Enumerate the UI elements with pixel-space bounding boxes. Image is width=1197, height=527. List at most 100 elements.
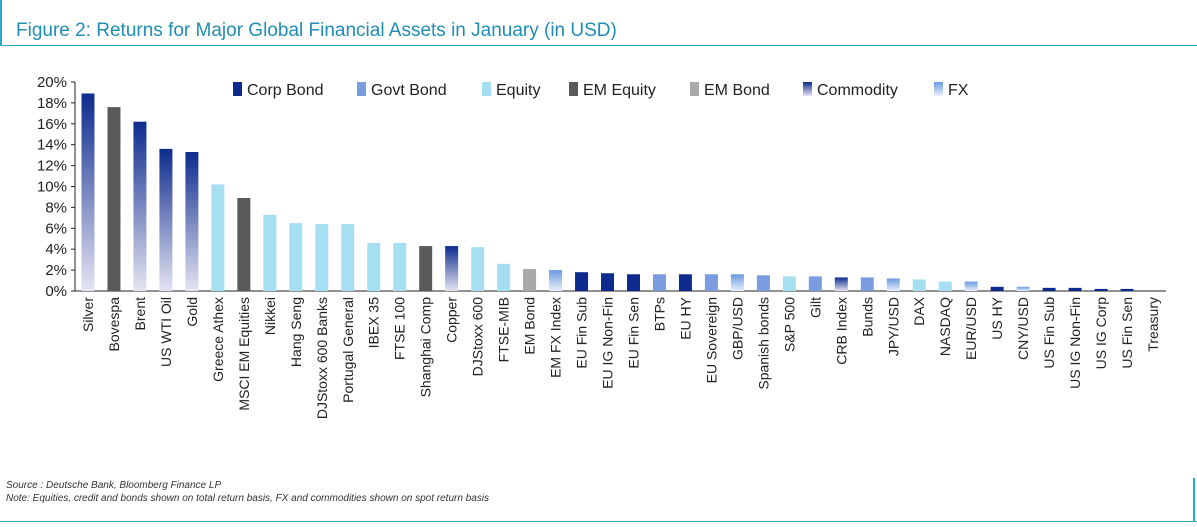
bar-eu-fin-sub	[575, 272, 589, 291]
bar-eu-fin-sen	[626, 274, 640, 291]
bars	[81, 93, 1134, 292]
legend-label-equity: Equity	[496, 82, 540, 99]
x-category-label: BTPs	[651, 297, 667, 331]
x-category-label: Spanish bonds	[755, 297, 771, 390]
bar-cny-usd	[1016, 286, 1030, 291]
x-category-label: EU Sovereign	[703, 297, 719, 383]
bar-msci-em-equities	[237, 197, 251, 291]
bar-chart: 0% 2% 4% 6% 8% 10% 12% 14% 16% 18% 20% Silver Boves…	[37, 74, 1166, 419]
bar-em-bond	[523, 269, 537, 291]
bar-crb-index	[834, 277, 848, 291]
x-category-label: US WTI Oil	[158, 297, 174, 367]
category-labels: Silver Bovespa Brent US WTI Oil Gold Greece A…	[80, 296, 1161, 419]
bar-hang-seng	[289, 223, 303, 291]
x-category-label: EU HY	[677, 296, 693, 339]
x-category-label: NASDAQ	[937, 297, 953, 356]
legend-label-fx: FX	[948, 82, 969, 99]
x-category-label: MSCI EM Equities	[236, 297, 252, 411]
bar-spanish-bonds	[756, 275, 770, 291]
bar-nasdaq	[938, 281, 952, 291]
bar-gilt	[808, 276, 822, 291]
y-tick-label: 16%	[37, 116, 67, 133]
x-category-label: Greece Athex	[210, 297, 226, 382]
legend-swatch-fx	[934, 82, 943, 96]
bar-eu-sovereign	[704, 274, 718, 291]
x-category-label: Gold	[184, 297, 200, 327]
x-category-label: FTSE 100	[392, 297, 408, 360]
frame-right-edge	[1193, 478, 1195, 522]
x-category-label: EUR/USD	[963, 297, 979, 360]
bar-gold	[185, 152, 199, 291]
x-category-label: US Fin Sub	[1041, 297, 1057, 369]
x-category-label: Silver	[80, 297, 96, 332]
y-tick-label: 20%	[37, 74, 67, 91]
source-text: Source : Deutsche Bank, Bloomberg Financ…	[6, 480, 222, 491]
y-tick-label: 8%	[45, 199, 67, 216]
bar-us-hy	[990, 286, 1004, 291]
legend-swatch-equity	[482, 82, 491, 96]
bar-djstoxx-600	[471, 247, 485, 291]
x-category-label: Brent	[132, 297, 148, 331]
bar-ftse-mib	[497, 263, 511, 291]
x-category-label: Nikkei	[262, 297, 278, 335]
x-category-label: Bovespa	[106, 297, 122, 352]
bar-bovespa	[107, 107, 121, 291]
legend-label-govt-bond: Govt Bond	[371, 82, 447, 99]
legend-swatch-em-bond	[690, 82, 699, 96]
legend-label-corp-bond: Corp Bond	[247, 82, 324, 99]
footer-rule	[0, 521, 1197, 522]
bar-portugal-general	[341, 224, 355, 291]
y-tick-label: 14%	[37, 137, 67, 154]
x-category-label: EM Bond	[522, 297, 538, 355]
bar-s-p-500	[782, 276, 796, 291]
x-category-label: US Fin Sen	[1119, 297, 1135, 369]
legend-swatch-em-equity	[569, 82, 578, 96]
bar-copper	[445, 246, 459, 291]
x-category-label: EM FX Index	[548, 297, 564, 378]
x-category-label: EU IG Non-Fin	[600, 297, 616, 389]
bar-brent	[133, 121, 147, 292]
x-category-label: DAX	[911, 296, 927, 325]
x-category-label: GBP/USD	[729, 297, 745, 360]
x-category-label: CNY/USD	[1015, 297, 1031, 360]
bar-bunds	[860, 277, 874, 291]
y-tick-label: 6%	[45, 220, 67, 237]
x-category-label: S&P 500	[781, 297, 797, 352]
x-category-label: CRB Index	[833, 297, 849, 365]
x-category-label: US HY	[989, 296, 1005, 339]
bar-jpy-usd	[886, 278, 900, 291]
bar-em-fx-index	[549, 270, 563, 291]
x-category-label: Bunds	[859, 297, 875, 337]
x-category-label: Portugal General	[340, 297, 356, 403]
bar-shanghai-comp	[419, 246, 433, 291]
x-category-label: US IG Non-Fin	[1067, 297, 1083, 389]
bar-dax	[912, 279, 926, 291]
bar-us-ig-non-fin	[1068, 287, 1082, 291]
bar-djstoxx-600-banks	[315, 224, 329, 291]
x-category-label: DJStoxx 600 Banks	[314, 297, 330, 419]
legend-label-em-equity: EM Equity	[583, 82, 656, 99]
chart-title: Figure 2: Returns for Major Global Finan…	[16, 20, 617, 41]
legend-label-em-bond: EM Bond	[704, 82, 770, 99]
bar-silver	[81, 93, 95, 292]
y-tick-label: 10%	[37, 179, 67, 196]
bar-eu-ig-non-fin	[601, 273, 615, 291]
bar-ftse-100	[393, 242, 407, 291]
legend-swatch-commodity	[803, 82, 812, 96]
legend-label-commodity: Commodity	[817, 82, 898, 99]
x-category-label: IBEX 35	[366, 297, 382, 349]
note-text: Note: Equities, credit and bonds shown o…	[6, 493, 490, 504]
bar-nikkei	[263, 214, 277, 291]
axes: 0% 2% 4% 6% 8% 10% 12% 14% 16% 18% 20%	[37, 74, 1166, 300]
bar-us-ig-corp	[1094, 288, 1108, 291]
x-category-label: JPY/USD	[885, 297, 901, 356]
bar-gbp-usd	[730, 274, 744, 291]
x-category-label: DJStoxx 600	[470, 297, 486, 377]
legend-swatch-corp-bond	[233, 82, 242, 96]
y-tick-label: 12%	[37, 158, 67, 175]
x-category-label: FTSE-MIB	[496, 297, 512, 362]
x-category-label: Gilt	[807, 297, 823, 318]
bar-eu-hy	[678, 274, 692, 291]
y-tick-label: 18%	[37, 95, 67, 112]
bar-us-wti-oil	[159, 148, 173, 291]
